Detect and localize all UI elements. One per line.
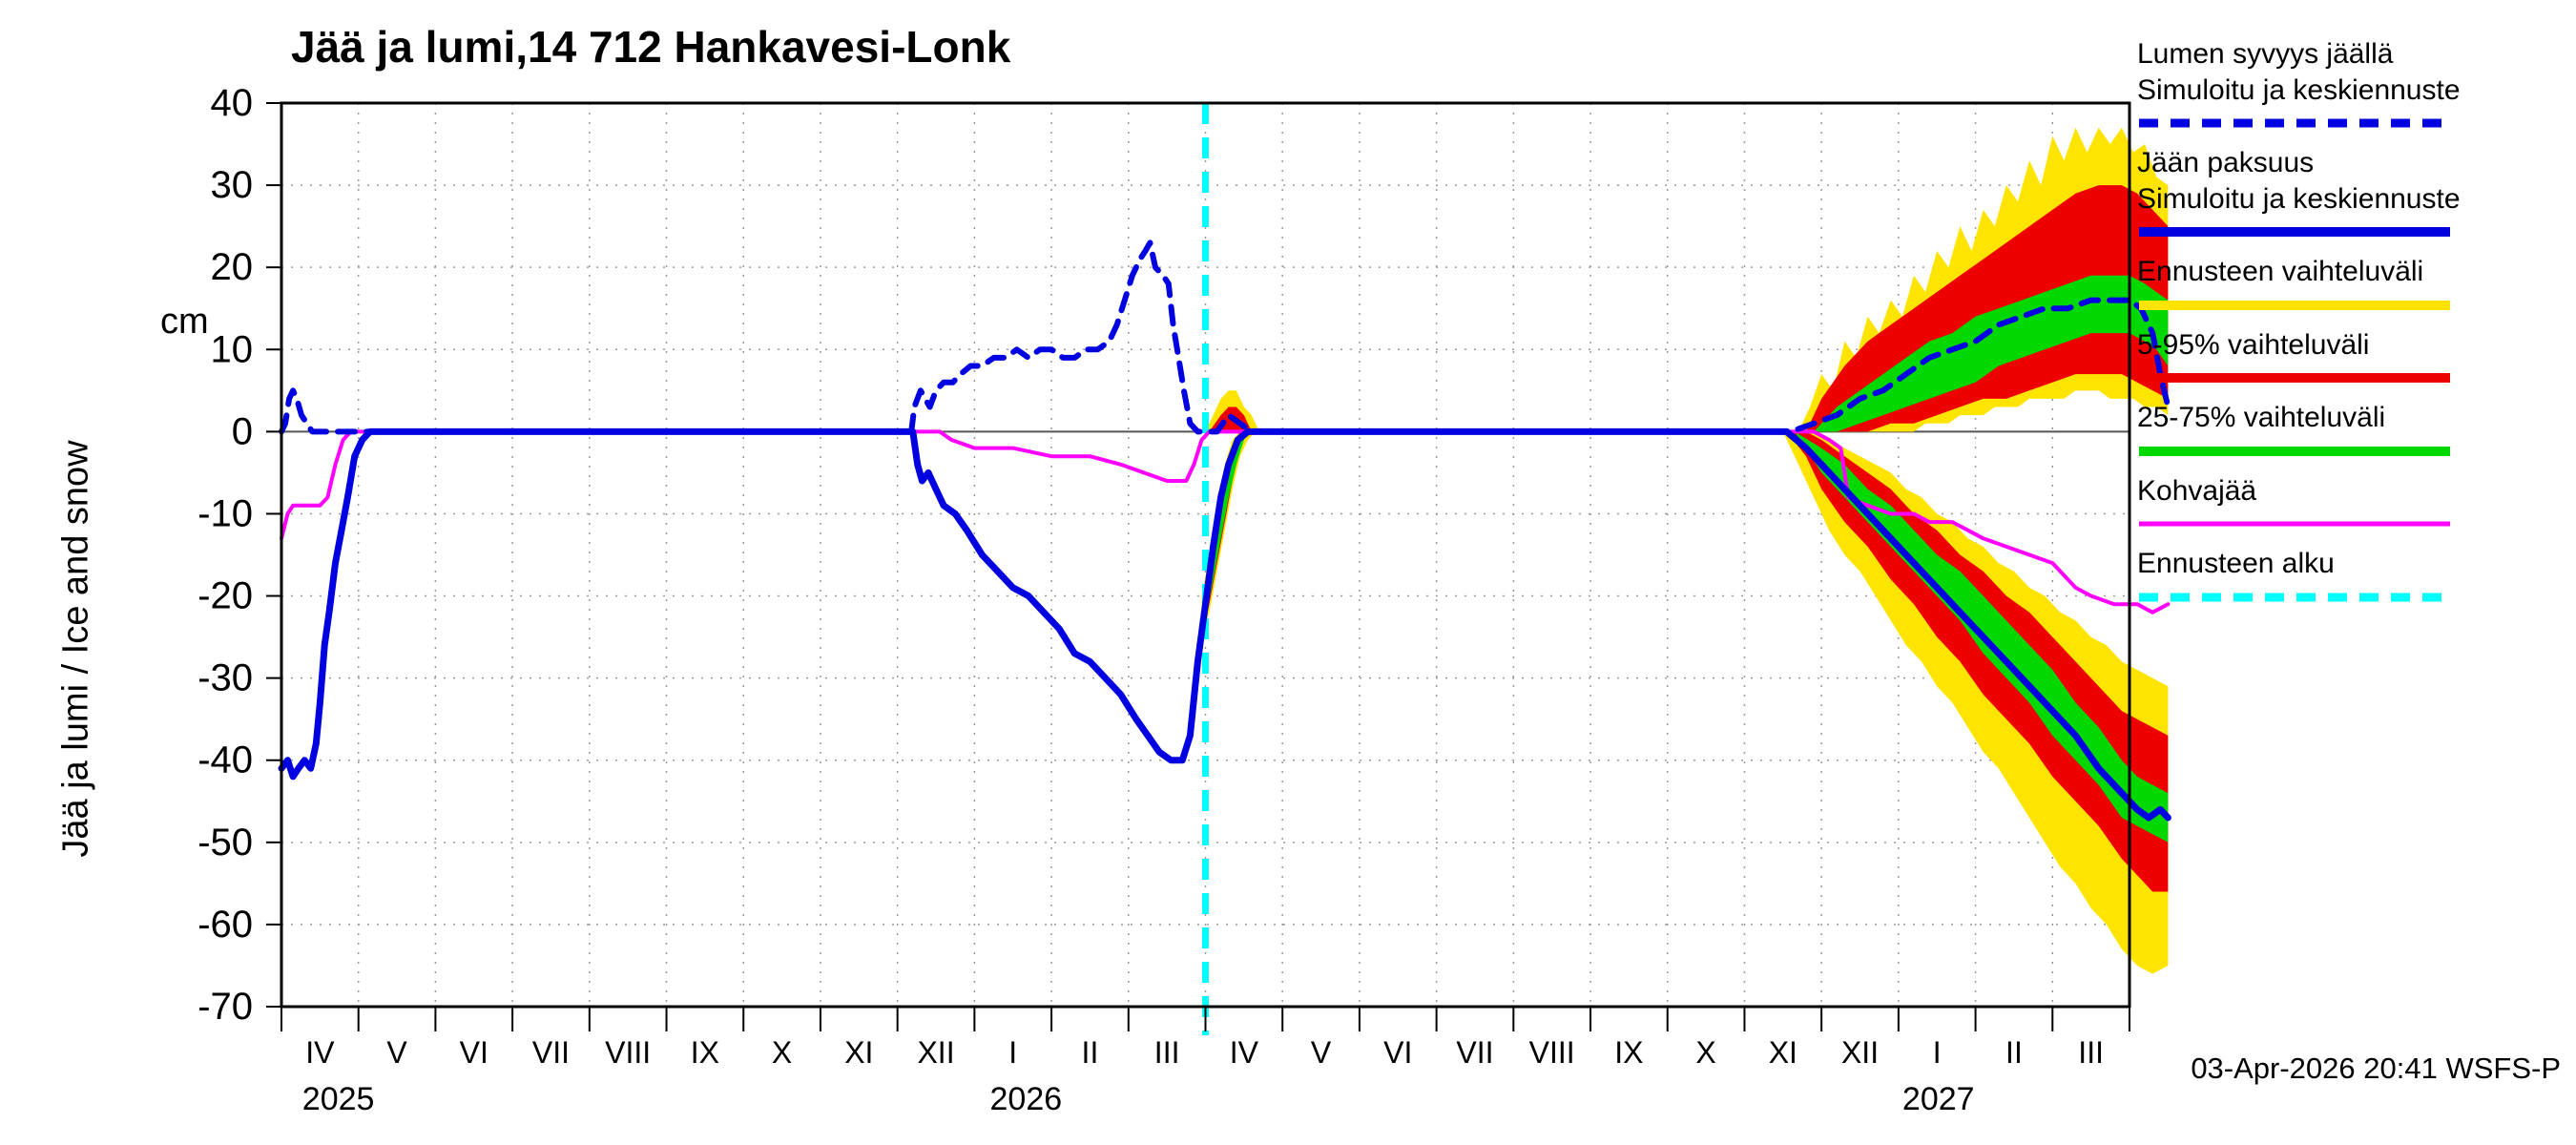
legend-label: 5-95% vaihteluväli (2137, 328, 2370, 361)
y-tick-label: -60 (197, 904, 253, 946)
legend-label: Simuloitu ja keskiennuste (2137, 182, 2461, 215)
x-tick-label: X (1695, 1035, 1715, 1070)
legend-label: Kohvajää (2137, 474, 2257, 507)
y-tick-label: -50 (197, 822, 253, 864)
x-tick-label: XII (1841, 1035, 1879, 1070)
x-tick-label: X (772, 1035, 792, 1070)
legend-entry: 5-95% vaihteluväli (2137, 327, 2566, 385)
y-tick-label: -70 (197, 986, 253, 1028)
legend-label: Jään paksuus (2137, 147, 2315, 178)
y-tick-label: 40 (211, 82, 254, 124)
x-tick-label: VI (1383, 1035, 1412, 1070)
year-label: 2027 (1902, 1081, 1975, 1117)
y-tick-label: -30 (197, 657, 253, 699)
legend-entry: Kohvajää (2137, 473, 2566, 531)
band-winter2027-ice-5-95 (1786, 431, 2169, 892)
x-tick-label: XII (917, 1035, 954, 1070)
x-tick-label: XI (844, 1035, 873, 1070)
y-tick-label: 10 (211, 328, 254, 370)
x-tick-label: IV (1230, 1035, 1259, 1070)
x-tick-label: VIII (605, 1035, 651, 1070)
series-snow-depth-sim-and-median (279, 239, 2171, 435)
legend-line-swatch (2139, 300, 2450, 310)
legend-entry: Jään paksuus Simuloitu ja keskiennuste (2137, 145, 2566, 239)
y-tick-label: -20 (197, 575, 253, 617)
legend-entry: 25-75% vaihteluväli (2137, 400, 2566, 458)
year-label: 2026 (990, 1081, 1063, 1117)
legend-line-swatch (2139, 227, 2450, 237)
legend-entry: Ennusteen alku (2137, 546, 2566, 604)
timestamp-watermark: 03-Apr-2026 20:41 WSFS-P (2191, 1051, 2561, 1085)
y-tick-label: 20 (211, 246, 254, 288)
legend-label: Ennusteen alku (2137, 548, 2335, 579)
x-tick-label: V (1311, 1035, 1332, 1070)
x-tick-label: VIII (1529, 1035, 1575, 1070)
y-tick-label: -40 (197, 739, 253, 781)
legend-entry: Ennusteen vaihteluväli (2137, 254, 2566, 312)
band-winter2027-ice-full-range (1782, 431, 2169, 974)
legend-line-swatch (2139, 118, 2450, 128)
legend-label: 25-75% vaihteluväli (2137, 402, 2386, 433)
x-tick-label: VII (1456, 1035, 1493, 1070)
legend-label: Simuloitu ja keskiennuste (2137, 73, 2461, 106)
x-tick-label: II (2005, 1035, 2023, 1070)
x-tick-label: IV (305, 1035, 335, 1070)
x-tick-label: III (2078, 1035, 2104, 1070)
chart-title: Jää ja lumi,14 712 Hankavesi-Lonk (291, 22, 1011, 72)
legend-label: Ennusteen vaihteluväli (2137, 256, 2424, 287)
x-tick-label: IX (691, 1035, 719, 1070)
y-tick-label: 0 (232, 410, 253, 452)
x-tick-label: I (1008, 1035, 1017, 1070)
legend-line-swatch (2139, 593, 2450, 601)
legend: Lumen syvyys jäällä Simuloitu ja keskienn… (2137, 36, 2566, 619)
legend-line-swatch (2139, 373, 2450, 383)
x-tick-label: I (1933, 1035, 1942, 1070)
band-winter2027-snow-25-75 (1814, 275, 2169, 432)
x-tick-label: VII (532, 1035, 570, 1070)
x-tick-label: IX (1614, 1035, 1643, 1070)
series-ice-thickness-sim-and-median (278, 427, 2171, 822)
y-tick-label: -10 (197, 492, 253, 534)
legend-line-swatch (2139, 446, 2450, 456)
year-label: 2025 (302, 1081, 375, 1117)
x-tick-label: II (1082, 1035, 1099, 1070)
legend-line-swatch (2139, 521, 2450, 527)
legend-label: Lumen syvyys jäällä (2137, 38, 2394, 70)
x-tick-label: V (386, 1035, 407, 1070)
x-tick-label: VI (460, 1035, 488, 1070)
y-axis-unit-label: cm (160, 302, 209, 342)
y-tick-label: 30 (211, 164, 254, 206)
y-axis-label: Jää ja lumi / Ice and snow (55, 440, 96, 858)
x-tick-label: XI (1769, 1035, 1797, 1070)
x-tick-label: III (1154, 1035, 1180, 1070)
legend-entry: Lumen syvyys jäällä Simuloitu ja keskienn… (2137, 36, 2566, 130)
band-april2026-ice-5-95 (1203, 431, 1248, 629)
